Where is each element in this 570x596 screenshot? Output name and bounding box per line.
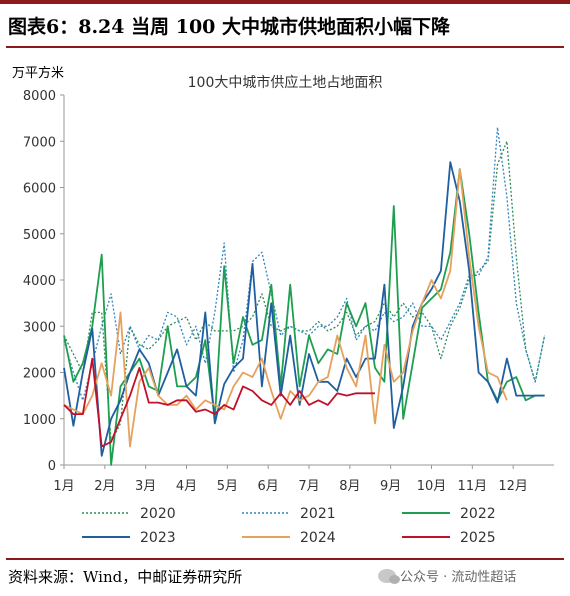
x-tick-label: 1月 — [53, 479, 74, 494]
watermark-text: 公众号 · 流动性超话 — [400, 570, 517, 585]
y-tick-label: 0 — [48, 459, 56, 474]
y-tick-label: 4000 — [23, 274, 56, 289]
y-tick-label: 7000 — [23, 135, 56, 150]
legend-label-2024: 2024 — [300, 530, 336, 546]
x-tick-label: 9月 — [380, 479, 401, 494]
legend-label-2025: 2025 — [460, 530, 496, 546]
series-line-2020 — [63, 140, 546, 443]
series-line-2021 — [63, 126, 546, 401]
x-tick-label: 10月 — [417, 479, 447, 494]
top-accent-bar — [0, 0, 570, 4]
footer-divider — [6, 558, 564, 560]
series-line-2023 — [63, 161, 545, 457]
x-tick-label: 5月 — [217, 479, 238, 494]
y-axis-unit-label: 万平方米 — [12, 66, 65, 81]
x-tick-label: 3月 — [135, 479, 156, 494]
x-tick-label: 11月 — [458, 479, 488, 494]
y-tick-label: 3000 — [23, 320, 56, 335]
series-line-2022 — [63, 168, 545, 466]
legend-label-2020: 2020 — [140, 506, 176, 522]
wechat-icon — [378, 568, 400, 584]
y-tick-label: 5000 — [23, 228, 56, 243]
legend-label-2023: 2023 — [140, 530, 176, 546]
source-note: 资料来源：Wind，中邮证券研究所 — [8, 568, 243, 586]
series-line-2025 — [63, 357, 375, 448]
x-tick-label: 2月 — [94, 479, 115, 494]
legend-label-2021: 2021 — [300, 506, 336, 522]
legend-label-2022: 2022 — [460, 506, 496, 522]
y-tick-label: 1000 — [23, 413, 56, 428]
series-line-2024 — [63, 168, 508, 448]
watermark: 公众号 · 流动性超话 — [378, 566, 516, 585]
x-tick-label: 4月 — [176, 479, 197, 494]
y-tick-label: 8000 — [23, 89, 56, 104]
x-tick-label: 12月 — [498, 479, 528, 494]
y-tick-label: 2000 — [23, 367, 56, 382]
figure-title: 图表6：8.24 当周 100 大中城市供地面积小幅下降 — [8, 16, 451, 38]
x-tick-label: 8月 — [339, 479, 360, 494]
x-tick-label: 6月 — [258, 479, 279, 494]
title-divider — [6, 46, 564, 48]
y-tick-label: 6000 — [23, 182, 56, 197]
x-tick-label: 7月 — [298, 479, 319, 494]
chart-title: 100大中城市供应土地占地面积 — [187, 75, 383, 91]
